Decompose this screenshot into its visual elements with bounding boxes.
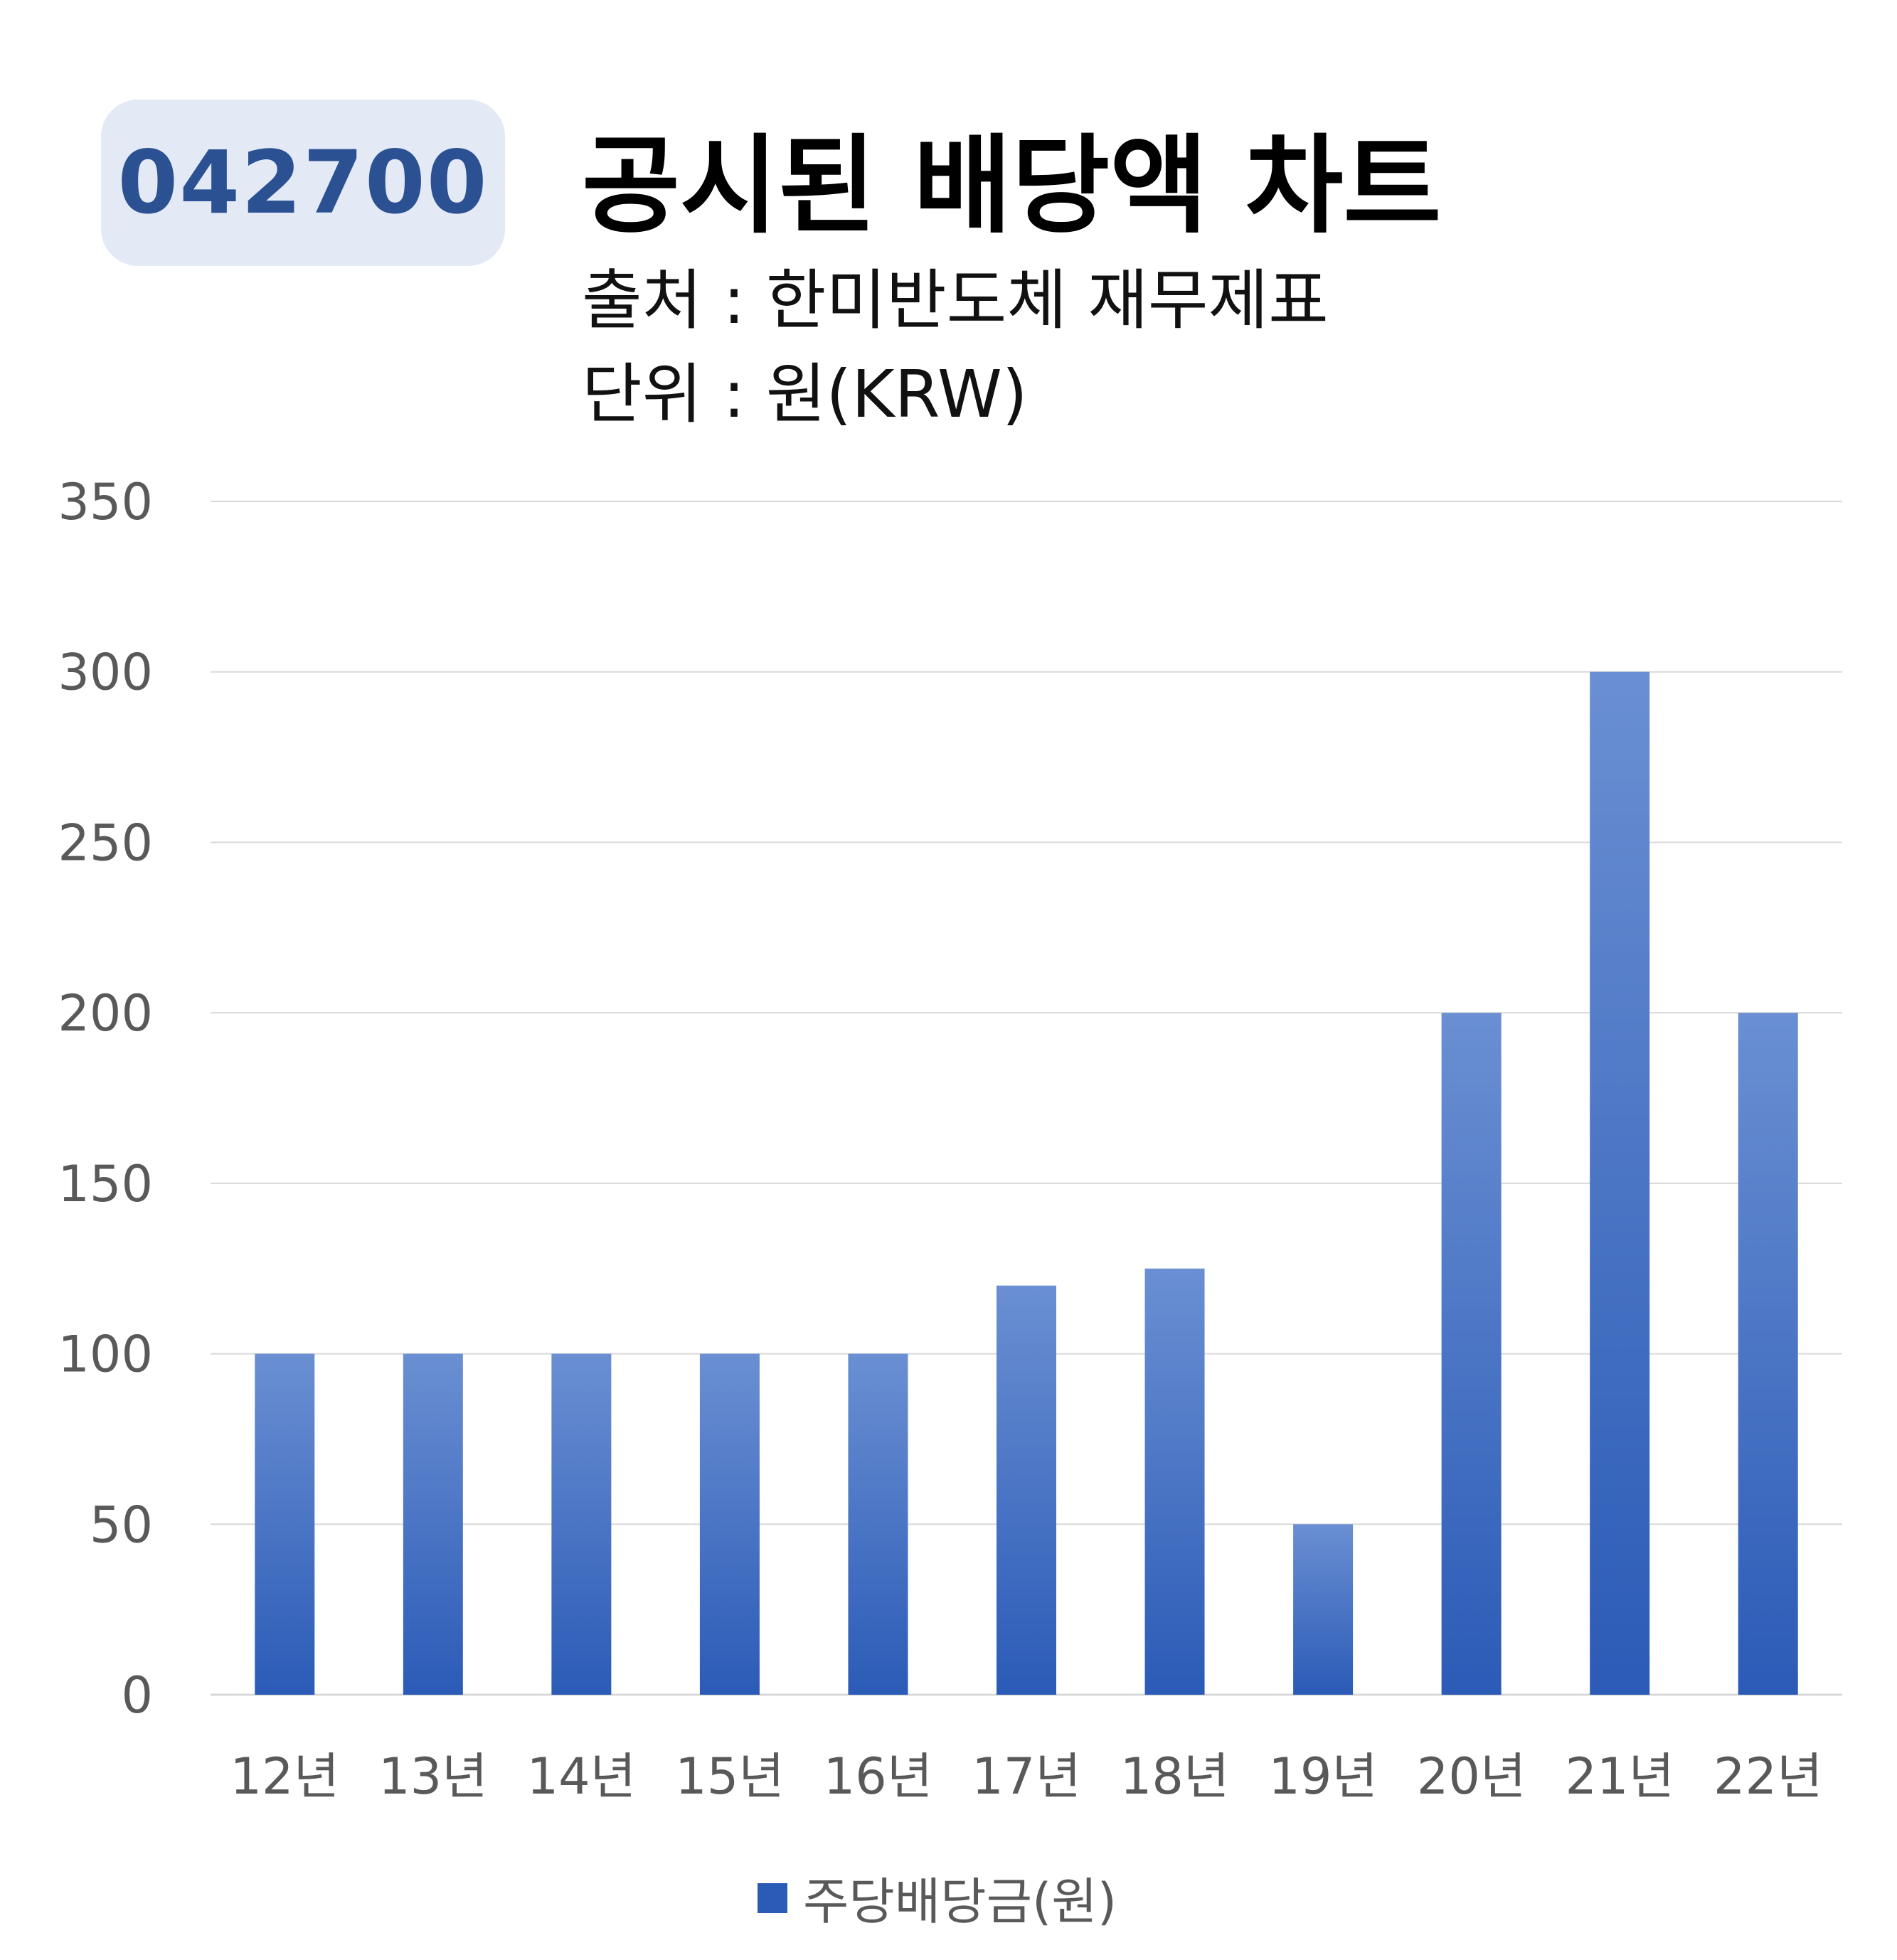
legend-label: 주당배당금(원) [803, 1873, 1117, 1931]
bars [255, 671, 1798, 1695]
chart-source: 출처 : 한미반도체 재무제표 [582, 262, 1329, 339]
ticker-badge: 042700 [101, 100, 505, 266]
legend: 주당배당금(원) [758, 1862, 1117, 1934]
bar [1293, 1524, 1354, 1695]
bar [1441, 1013, 1502, 1695]
y-tick-label: 100 [58, 1326, 153, 1384]
y-tick-label: 300 [58, 644, 153, 702]
y-tick-label: 150 [58, 1155, 153, 1213]
x-tick-label: 18년 [1120, 1747, 1229, 1806]
y-tick-label: 250 [58, 814, 153, 872]
x-tick-label: 21년 [1565, 1747, 1674, 1806]
y-axis-ticks: 0 50 100 150 200 250 300 350 [58, 473, 153, 1725]
bar [551, 1353, 612, 1695]
bar [1590, 671, 1650, 1695]
bar [255, 1353, 315, 1695]
y-tick-label: 50 [90, 1496, 153, 1554]
chart-unit: 단위 : 원(KRW) [582, 356, 1028, 432]
ticker-code: 042700 [117, 132, 489, 233]
bar [848, 1353, 908, 1695]
x-tick-label: 13년 [378, 1747, 487, 1806]
x-tick-label: 15년 [675, 1747, 784, 1806]
legend-swatch [758, 1882, 787, 1913]
y-tick-label: 350 [58, 473, 153, 531]
chart-title: 공시된 배당액 차트 [582, 124, 1442, 248]
bar [997, 1285, 1056, 1695]
x-tick-label: 16년 [824, 1747, 932, 1806]
y-tick-label: 0 [121, 1666, 153, 1725]
x-tick-label: 17년 [972, 1747, 1080, 1806]
x-tick-label: 22년 [1713, 1747, 1822, 1806]
x-tick-label: 14년 [527, 1747, 636, 1806]
bar [1144, 1268, 1205, 1695]
x-axis-ticks: 12년 13년 14년 15년 16년 17년 18년 19년 20년 21년 22년 [230, 1747, 1823, 1806]
x-tick-label: 20년 [1417, 1747, 1526, 1806]
bar [1738, 1013, 1798, 1695]
x-tick-label: 19년 [1268, 1747, 1377, 1806]
bar [403, 1353, 463, 1695]
bar [699, 1353, 760, 1695]
x-tick-label: 12년 [230, 1747, 339, 1806]
y-tick-label: 200 [58, 984, 153, 1043]
